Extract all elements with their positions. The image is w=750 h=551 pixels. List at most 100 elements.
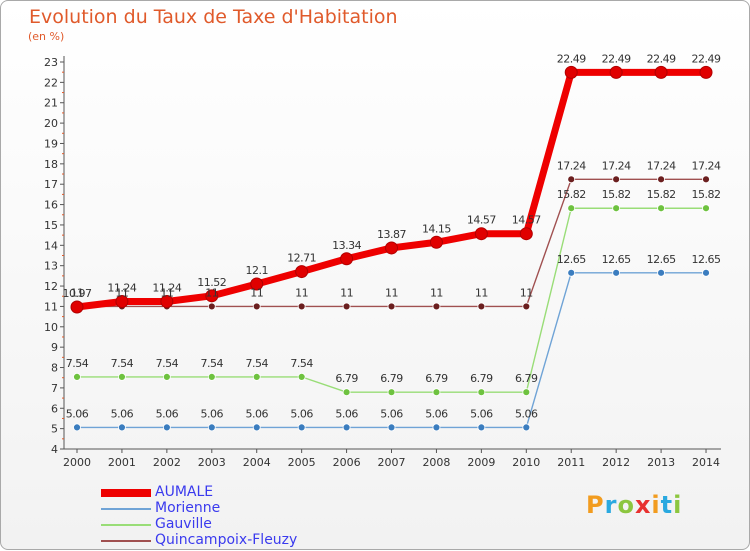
- data-point: [207, 423, 216, 432]
- data-point: [73, 423, 81, 432]
- x-tick-label: 2012: [602, 456, 630, 469]
- data-label: 22.49: [647, 52, 676, 65]
- x-tick-label: 2003: [198, 456, 226, 469]
- data-label: 11: [430, 286, 443, 299]
- data-label: 12.71: [287, 252, 316, 265]
- data-labels: 5.06 5.06 5.06 5.06 5.06 5.06 5.06 5.06 5.06 5.06…: [66, 253, 722, 421]
- y-tick-label: 14: [44, 239, 58, 252]
- data-point: [118, 372, 126, 381]
- y-tick-label: 7: [51, 382, 58, 395]
- data-label: 11: [520, 286, 533, 299]
- data-point: [567, 204, 576, 213]
- data-point: [162, 423, 171, 432]
- data-point: [342, 423, 351, 432]
- data-label: 12.65: [602, 253, 631, 266]
- data-point: [477, 423, 486, 432]
- data-label: 11: [295, 286, 308, 299]
- series-morienne: [73, 268, 710, 432]
- data-label: 14.57: [467, 214, 496, 227]
- data-label: 15.82: [647, 188, 676, 201]
- data-point: [252, 302, 261, 311]
- data-label: 11.52: [197, 276, 226, 289]
- legend-swatch: [101, 508, 151, 510]
- data-label: 17.24: [602, 159, 631, 172]
- y-tick-label: 20: [44, 117, 58, 130]
- data-label: 11: [475, 286, 488, 299]
- data-point: [432, 302, 441, 311]
- data-label: 5.06: [335, 407, 358, 420]
- x-tick-label: 2004: [243, 456, 271, 469]
- legend-label: Quincampoix-Fleuzy: [155, 532, 298, 548]
- y-tick-label: 22: [44, 76, 58, 89]
- legend-label: Gauville: [155, 516, 212, 532]
- legend-swatch: [101, 489, 151, 497]
- data-point: [387, 423, 396, 432]
- data-label: 22.49: [602, 52, 631, 65]
- series-quincampoix-fleuzy: [73, 175, 710, 311]
- data-point: [162, 372, 171, 381]
- y-tick-label: 13: [44, 260, 58, 273]
- data-point: [699, 65, 713, 79]
- y-tick-label: 23: [44, 56, 58, 69]
- data-label: 7.54: [156, 357, 179, 370]
- data-label: 17.24: [647, 159, 676, 172]
- data-point: [702, 204, 710, 213]
- data-point: [519, 227, 533, 241]
- data-point: [205, 289, 219, 303]
- data-point: [612, 268, 621, 277]
- data-point: [252, 423, 261, 432]
- data-point: [432, 388, 441, 397]
- data-point: [657, 204, 665, 213]
- data-point: [295, 265, 309, 279]
- y-tick-label: 21: [44, 97, 58, 110]
- y-tick-label: 5: [51, 423, 58, 436]
- data-label: 7.54: [111, 357, 134, 370]
- data-label: 11: [115, 286, 128, 299]
- data-point: [340, 252, 354, 266]
- legend-item: Quincampoix-Fleuzy: [101, 532, 361, 549]
- logo-letter: r: [604, 491, 618, 519]
- legend-item: Morienne: [101, 500, 361, 517]
- legend-swatch: [101, 540, 151, 542]
- data-point: [297, 372, 306, 381]
- data-label: 6.79: [380, 372, 403, 385]
- axes: [63, 56, 721, 450]
- data-label: 5.06: [201, 407, 224, 420]
- y-tick-label: 17: [44, 178, 58, 191]
- y-tick-label: 19: [44, 137, 58, 150]
- data-point: [342, 302, 351, 311]
- data-label: 11: [340, 286, 353, 299]
- data-point: [564, 65, 578, 79]
- data-label: 12.65: [692, 253, 721, 266]
- y-tick-label: 15: [44, 219, 58, 232]
- series-gauville: [73, 204, 710, 397]
- data-label: 5.06: [515, 407, 538, 420]
- data-label: 11.24: [152, 282, 181, 295]
- y-tick-label: 11: [44, 300, 58, 313]
- y-tick-label: 9: [51, 341, 58, 354]
- data-label: 5.06: [290, 407, 313, 420]
- logo-letter: x: [634, 491, 652, 519]
- data-point: [522, 302, 531, 311]
- series-aumale: [70, 65, 713, 314]
- data-point: [385, 241, 399, 255]
- data-point: [252, 372, 261, 381]
- data-label: 13.87: [377, 228, 406, 241]
- data-label: 5.06: [156, 407, 179, 420]
- x-tick-label: 2007: [378, 456, 406, 469]
- data-label: 17.24: [692, 159, 721, 172]
- data-point: [657, 175, 665, 184]
- x-tick-label: 2014: [692, 456, 720, 469]
- data-label: 12.65: [647, 253, 676, 266]
- legend-item: AUMALE: [101, 484, 361, 501]
- logo-letter: t: [660, 491, 674, 519]
- x-tick-label: 2000: [63, 456, 91, 469]
- legend: AUMALE Morienne Gauville Quincampoix-Fleuzy: [101, 484, 361, 549]
- data-label: 5.06: [245, 407, 268, 420]
- data-label: 11: [160, 286, 173, 299]
- data-point: [387, 388, 396, 397]
- y-tick-label: 10: [44, 321, 58, 334]
- y-tick-label: 18: [44, 158, 58, 171]
